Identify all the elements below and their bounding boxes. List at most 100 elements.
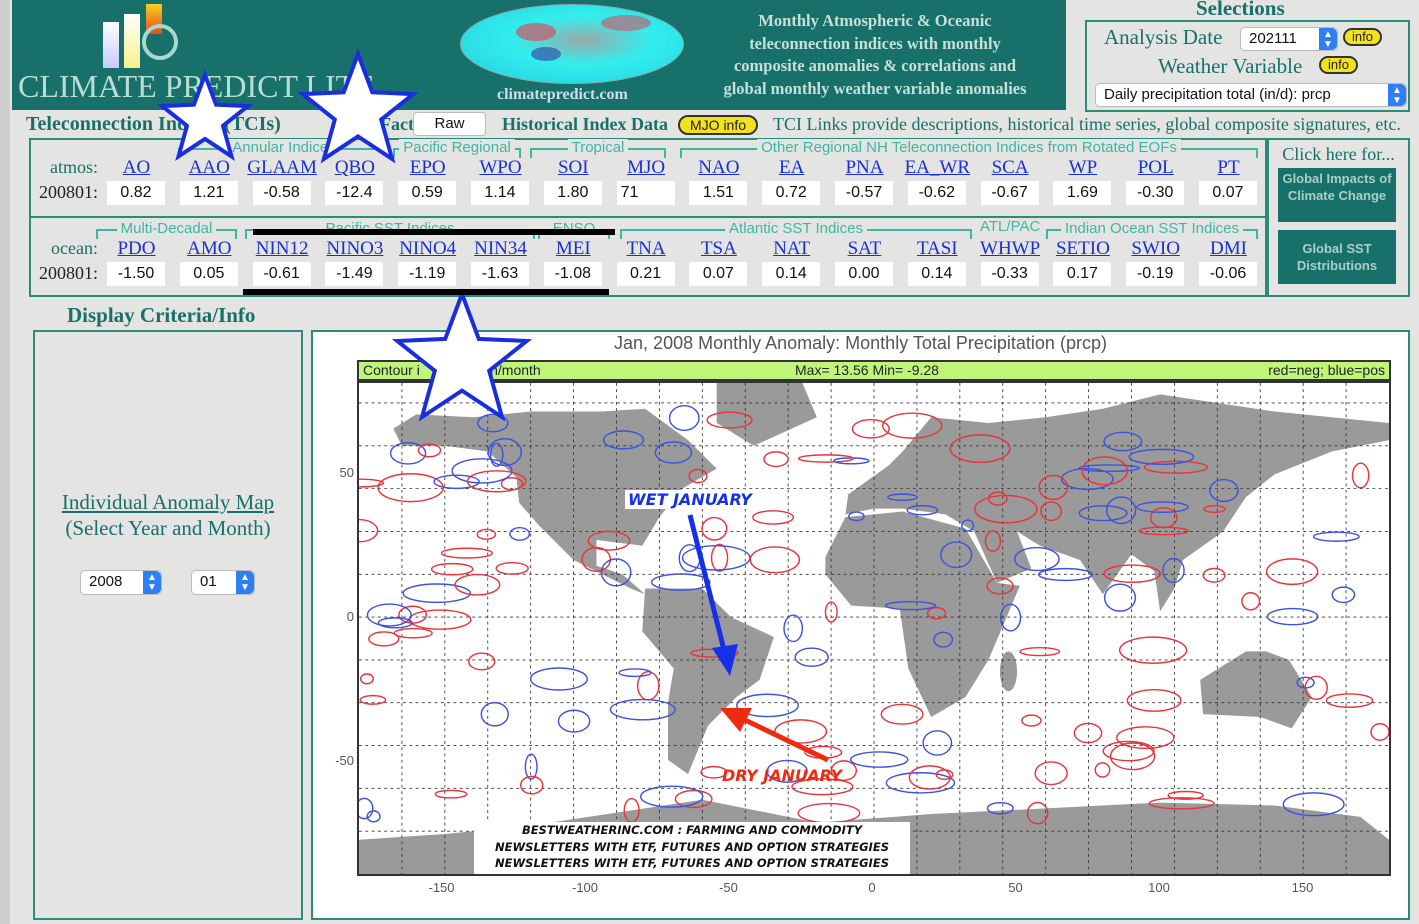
x-tick-label: -100 bbox=[571, 880, 599, 895]
index-link-swio[interactable]: SWIO bbox=[1131, 238, 1180, 259]
contour-line bbox=[940, 541, 973, 569]
logo-bar-icon bbox=[124, 14, 140, 68]
contour-line bbox=[986, 801, 1014, 815]
contour-line bbox=[736, 693, 799, 718]
watermark-text: BESTWEATHERINC.COM : FARMING AND COMMODI… bbox=[474, 822, 910, 874]
contour-line bbox=[987, 491, 1008, 506]
index-value: 0.82 bbox=[107, 181, 165, 205]
index-value: 1.51 bbox=[689, 181, 748, 205]
month-select[interactable]: 01 ▲ ▼ bbox=[191, 570, 255, 595]
tci-title: Teleconnection Indices (TCIs) bbox=[26, 113, 281, 135]
contour-line bbox=[1150, 507, 1178, 529]
year-select[interactable]: 2008 ▲ ▼ bbox=[80, 570, 162, 595]
index-link-nat[interactable]: NAT bbox=[773, 238, 811, 259]
analysis-date-label: Analysis Date bbox=[1104, 25, 1223, 49]
index-link-soi[interactable]: SOI bbox=[557, 157, 589, 178]
analysis-date-select[interactable]: 202111 ▲ ▼ bbox=[1240, 27, 1338, 51]
index-value: 0.07 bbox=[1199, 181, 1257, 205]
index-value: -0.58 bbox=[252, 181, 311, 205]
index-value: -0.57 bbox=[835, 181, 893, 205]
weather-variable-select[interactable]: Daily precipitation total (in/d): prcp ▲ ▼ bbox=[1095, 83, 1407, 107]
contour-line bbox=[774, 719, 828, 744]
index-link-pt[interactable]: PT bbox=[1217, 157, 1240, 178]
contour-line bbox=[468, 652, 496, 671]
contour-line bbox=[1202, 567, 1226, 583]
contour-line bbox=[1094, 762, 1111, 778]
contour-line bbox=[986, 577, 1014, 595]
index-link-nino3[interactable]: NINO3 bbox=[326, 238, 384, 259]
map-title: Jan, 2008 Monthly Anomaly: Monthly Total… bbox=[614, 333, 1107, 353]
contour-line bbox=[791, 778, 854, 796]
contour-line bbox=[355, 797, 374, 820]
contour-line bbox=[668, 404, 700, 432]
index-link-nao[interactable]: NAO bbox=[698, 157, 740, 178]
index-link-nin34[interactable]: NIN34 bbox=[474, 238, 527, 259]
contour-line bbox=[1128, 448, 1195, 466]
index-link-glaam[interactable]: GLAAM bbox=[247, 157, 317, 178]
index-link-ao[interactable]: AO bbox=[122, 157, 151, 178]
index-link-pol[interactable]: POL bbox=[1137, 157, 1174, 178]
index-link-whwp[interactable]: WHWP bbox=[980, 238, 1041, 259]
analysis-date-info-button[interactable]: info bbox=[1343, 28, 1382, 46]
contour-line bbox=[1143, 460, 1209, 474]
index-link-mei[interactable]: MEI bbox=[555, 238, 591, 259]
contour-line bbox=[848, 511, 865, 522]
index-link-aao[interactable]: AAO bbox=[188, 157, 230, 178]
contour-line bbox=[797, 802, 861, 824]
atmos-date: 200801: bbox=[38, 182, 98, 202]
logo-bar-icon bbox=[103, 22, 119, 68]
index-value: 0.59 bbox=[398, 181, 457, 205]
contour-line bbox=[454, 573, 501, 596]
index-link-nin12[interactable]: NIN12 bbox=[255, 238, 309, 259]
index-link-dmi[interactable]: DMI bbox=[1210, 238, 1247, 259]
contour-line bbox=[495, 561, 529, 575]
index-value: 1.69 bbox=[1053, 181, 1112, 205]
index-link-ea[interactable]: EA bbox=[779, 157, 805, 178]
global-sst-button[interactable]: Global SST Distributions bbox=[1278, 230, 1396, 284]
weather-variable-info-button[interactable]: info bbox=[1319, 56, 1358, 74]
index-link-ea_wr[interactable]: EA_WR bbox=[904, 157, 971, 178]
contour-line bbox=[389, 441, 427, 465]
contour-line bbox=[1013, 546, 1060, 572]
contour-line bbox=[433, 474, 480, 490]
factor-select[interactable]: Raw bbox=[413, 112, 486, 136]
mjo-info-button[interactable]: MJO info bbox=[678, 115, 759, 135]
contour-line bbox=[1148, 797, 1215, 810]
x-tick-label: 100 bbox=[1148, 880, 1170, 895]
analysis-date-value: 202111 bbox=[1249, 30, 1297, 47]
index-link-amo[interactable]: AMO bbox=[187, 238, 232, 259]
index-link-pdo[interactable]: PDO bbox=[117, 238, 156, 259]
group-indian-ocean: Indian Ocean SST Indices bbox=[1046, 220, 1258, 239]
index-value: -1.08 bbox=[543, 262, 602, 286]
individual-anomaly-map-link[interactable]: Individual Anomaly Map bbox=[61, 490, 275, 514]
contour-line bbox=[466, 470, 527, 493]
contour-line bbox=[1073, 722, 1103, 744]
contour-line bbox=[797, 454, 855, 463]
index-link-nino4[interactable]: NINO4 bbox=[399, 238, 457, 259]
group-multi-decadal: Multi-Decadal bbox=[96, 220, 237, 239]
index-link-wp[interactable]: WP bbox=[1068, 157, 1098, 178]
contour-line bbox=[908, 765, 951, 790]
index-link-tasi[interactable]: TASI bbox=[916, 238, 958, 259]
index-link-tna[interactable]: TNA bbox=[626, 238, 666, 259]
group-tropical: Tropical bbox=[530, 139, 666, 158]
index-link-tsa[interactable]: TSA bbox=[700, 238, 737, 259]
index-link-sat[interactable]: SAT bbox=[847, 238, 882, 259]
contour-line bbox=[434, 789, 468, 799]
index-link-epo[interactable]: EPO bbox=[409, 157, 446, 178]
index-link-qbo[interactable]: QBO bbox=[334, 157, 375, 178]
contour-line bbox=[984, 530, 1002, 552]
index-link-sca[interactable]: SCA bbox=[991, 157, 1029, 178]
contour-line bbox=[1241, 592, 1261, 611]
index-link-mjo[interactable]: MJO bbox=[627, 157, 666, 178]
contour-line bbox=[706, 411, 753, 429]
global-impacts-button[interactable]: Global Impacts of Climate Change bbox=[1278, 168, 1396, 222]
index-link-pna[interactable]: PNA bbox=[845, 157, 884, 178]
historical-index-label: Historical Index Data bbox=[502, 114, 668, 134]
contour-line bbox=[377, 473, 444, 503]
index-value: -0.33 bbox=[980, 262, 1039, 286]
contour-line bbox=[961, 519, 975, 532]
index-link-wpo[interactable]: WPO bbox=[479, 157, 522, 178]
map-info-bar: Contour i in/month Max= 13.56 Min= -9.28… bbox=[357, 360, 1391, 381]
index-link-setio[interactable]: SETIO bbox=[1055, 238, 1110, 259]
